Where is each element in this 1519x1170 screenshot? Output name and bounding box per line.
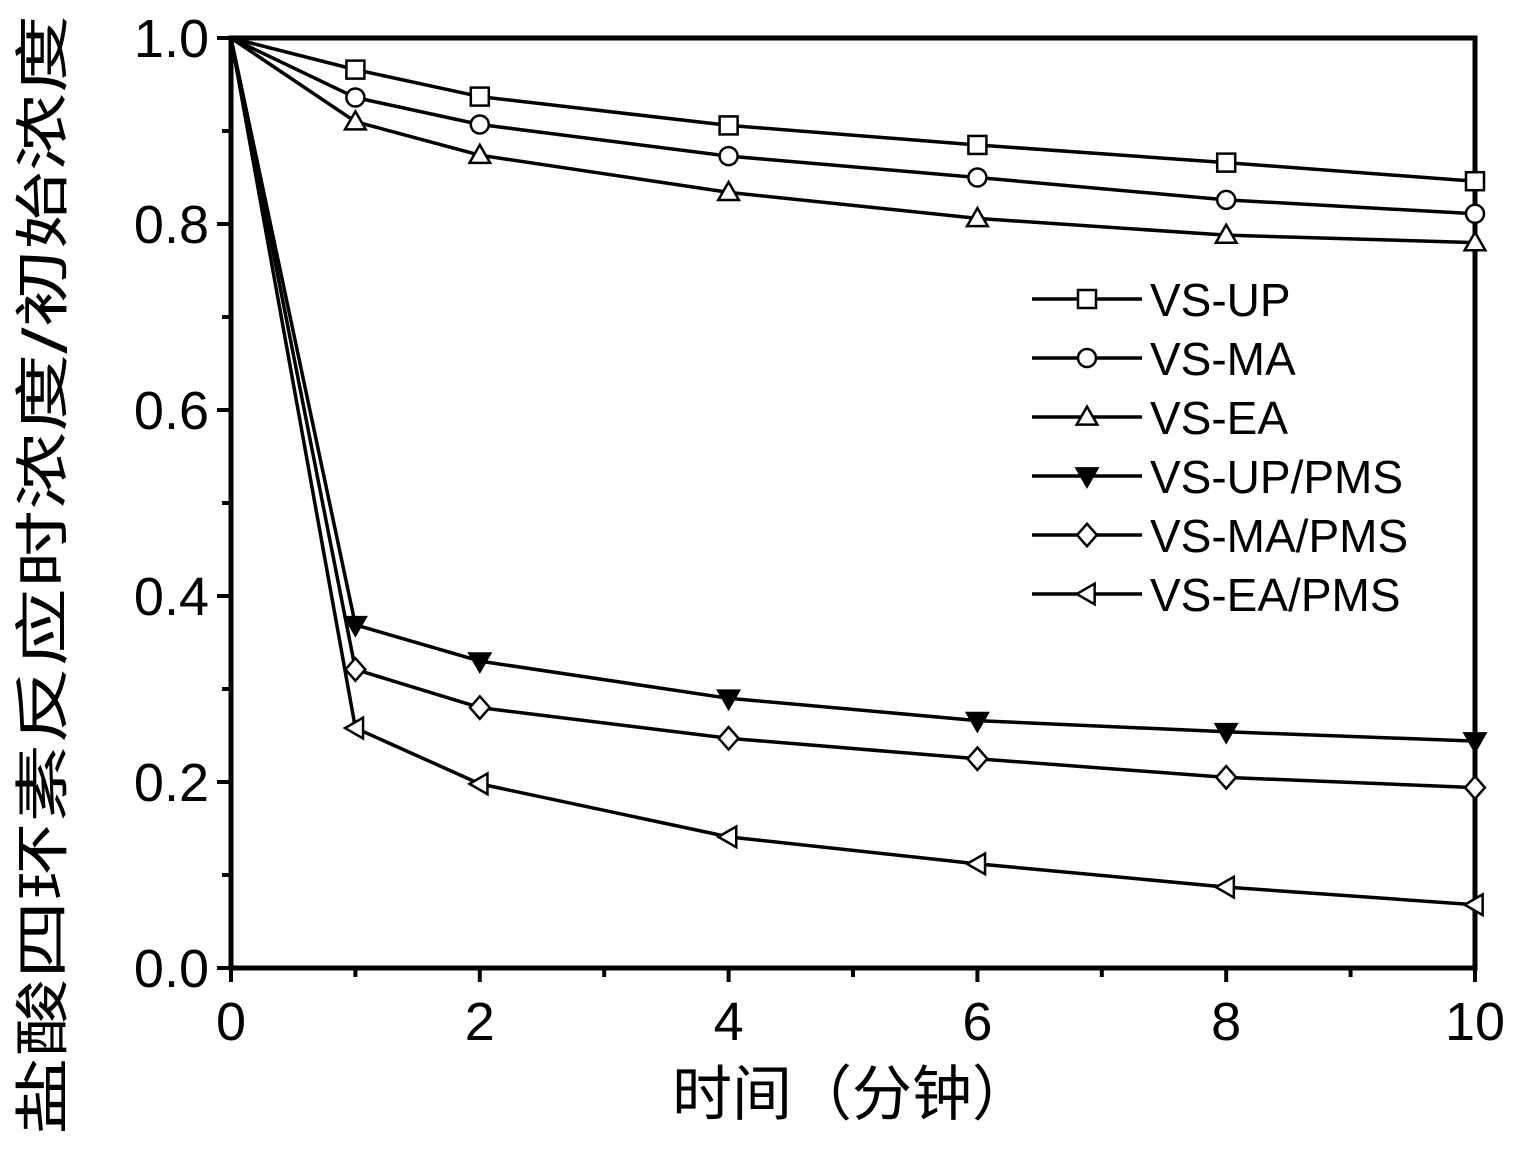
data-point bbox=[1214, 764, 1238, 791]
data-point bbox=[342, 615, 368, 638]
axes: 0 2 4 6 8 10 0.0 0.2 0.4 0.6 0.8 1.0 bbox=[134, 9, 1505, 1052]
data-point bbox=[1462, 732, 1488, 754]
data-point bbox=[715, 824, 738, 850]
data-point bbox=[468, 694, 492, 721]
legend-entry: VS-EA bbox=[1032, 392, 1288, 444]
data-point bbox=[466, 771, 489, 797]
data-point bbox=[342, 108, 368, 131]
data-point bbox=[1215, 189, 1237, 211]
y-tick-label: 0.8 bbox=[134, 195, 209, 255]
series-vs-up-pms bbox=[229, 37, 1488, 754]
x-tick-label: 2 bbox=[465, 992, 495, 1052]
data-point bbox=[345, 87, 366, 108]
legend-label: VS-UP/PMS bbox=[1150, 451, 1403, 503]
data-point bbox=[345, 59, 366, 80]
y-tick-label: 0.4 bbox=[134, 567, 209, 627]
legend-label: VS-UP bbox=[1150, 274, 1291, 326]
y-axis-title: 盐酸四环素反应时浓度/初始浓度 bbox=[11, 15, 75, 1135]
legend-entry: VS-UP bbox=[1032, 274, 1291, 326]
x-tick-label: 0 bbox=[216, 992, 246, 1052]
legend-label: VS-MA bbox=[1150, 333, 1296, 385]
legend-entry: VS-UP/PMS bbox=[1032, 451, 1403, 503]
data-point bbox=[1462, 229, 1488, 252]
series-vs-ma bbox=[230, 36, 1486, 225]
legend-entry: VS-MA/PMS bbox=[1032, 510, 1408, 562]
data-point bbox=[467, 652, 493, 674]
legend-marker bbox=[1074, 404, 1100, 426]
data-point bbox=[964, 711, 990, 734]
data-point bbox=[1213, 222, 1239, 245]
legend-marker bbox=[1076, 347, 1098, 369]
x-tick-label: 6 bbox=[962, 992, 992, 1052]
data-point bbox=[1464, 203, 1486, 225]
data-point bbox=[1213, 722, 1239, 745]
legend: VS-UP VS-MA VS-EA VS-UP/PMS VS-MA/PMS VS-EA/P… bbox=[1032, 274, 1408, 621]
data-point bbox=[964, 205, 990, 228]
data-point bbox=[1215, 152, 1237, 173]
data-point bbox=[967, 134, 988, 156]
data-point bbox=[718, 145, 739, 167]
data-point bbox=[716, 179, 742, 202]
series-vs-ea bbox=[230, 36, 1488, 252]
data-point bbox=[469, 86, 491, 107]
data-point bbox=[964, 851, 987, 877]
data-point bbox=[467, 142, 493, 165]
legend-label: VS-MA/PMS bbox=[1150, 510, 1408, 562]
x-axis-title: 时间（分钟） bbox=[672, 1060, 1032, 1130]
data-point bbox=[1462, 892, 1484, 918]
y-tick-label: 0.0 bbox=[134, 939, 209, 999]
data-point bbox=[342, 715, 365, 741]
data-point bbox=[1213, 874, 1236, 900]
data-point bbox=[718, 115, 739, 136]
data-point bbox=[469, 114, 491, 135]
legend-entry: VS-EA/PMS bbox=[1032, 569, 1401, 621]
x-tick-label: 4 bbox=[714, 992, 744, 1052]
y-tick-label: 0.2 bbox=[134, 753, 209, 813]
data-point bbox=[967, 167, 988, 188]
legend-marker bbox=[1076, 288, 1098, 310]
y-tick-label: 0.6 bbox=[134, 381, 209, 441]
series-vs-ea-pms bbox=[229, 37, 1484, 918]
legend-entry: VS-MA bbox=[1032, 333, 1296, 385]
data-point bbox=[716, 689, 742, 712]
x-tick-label: 8 bbox=[1211, 992, 1241, 1052]
y-tick-label: 1.0 bbox=[134, 9, 209, 69]
series-vs-up bbox=[230, 36, 1486, 192]
legend-label: VS-EA bbox=[1150, 392, 1288, 444]
data-point bbox=[343, 656, 367, 683]
legend-label: VS-EA/PMS bbox=[1150, 569, 1401, 621]
legend-marker bbox=[1074, 581, 1096, 607]
x-tick-label: 10 bbox=[1445, 992, 1505, 1052]
data-point bbox=[1463, 774, 1487, 801]
series-vs-ma-pms bbox=[229, 37, 1487, 801]
data-point bbox=[717, 725, 741, 752]
data-point bbox=[1464, 170, 1486, 192]
legend-marker bbox=[1074, 467, 1100, 489]
legend-marker bbox=[1075, 521, 1099, 549]
plot-background bbox=[231, 38, 1475, 968]
data-point bbox=[965, 745, 989, 772]
series-lines bbox=[229, 36, 1488, 918]
plot-area bbox=[231, 38, 1475, 968]
